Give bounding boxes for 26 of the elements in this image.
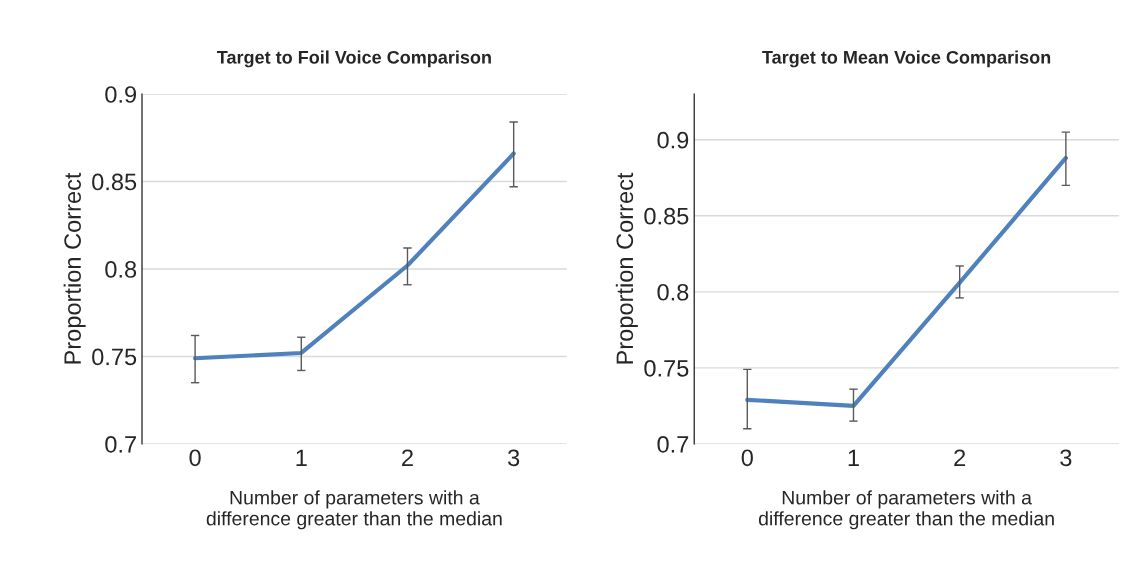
line-series [193, 151, 516, 361]
chart-title: Target to Mean Voice Comparison [762, 50, 1051, 68]
x-tick-label: 2 [402, 449, 413, 466]
y-tick-label: 0.7 [105, 436, 136, 453]
y-axis-title: Proportion Correct [615, 172, 638, 364]
x-axis-title: Number of parameters with a difference greater than the median [206, 490, 502, 530]
y-tick-label: 0.9 [105, 86, 137, 103]
y-tick-label: 0.8 [657, 283, 689, 301]
y-tick-label: 0.75 [92, 348, 137, 366]
y-tick-label: 0.7 [657, 436, 689, 453]
y-tick-label: 0.8 [105, 261, 137, 278]
x-tick-label: 1 [296, 449, 307, 466]
line-series [745, 155, 1068, 408]
y-tick-label: 0.85 [92, 173, 137, 191]
chart-title: Target to Foil Voice Comparison [216, 50, 491, 68]
x-tick-label: 0 [741, 449, 753, 467]
y-axis-title: Proportion Correct [63, 172, 86, 364]
y-tick-label: 0.75 [644, 359, 689, 377]
y-tick-label: 0.85 [644, 207, 689, 225]
x-tick-label: 3 [508, 449, 520, 467]
x-axis-title: Number of parameters with a difference greater than the median [758, 490, 1054, 530]
x-tick-label: 2 [954, 449, 966, 466]
x-tick-label: 0 [189, 449, 201, 467]
x-tick-label: 3 [1060, 449, 1072, 467]
y-tick-label: 0.9 [657, 131, 689, 149]
x-tick-label: 1 [848, 449, 859, 466]
